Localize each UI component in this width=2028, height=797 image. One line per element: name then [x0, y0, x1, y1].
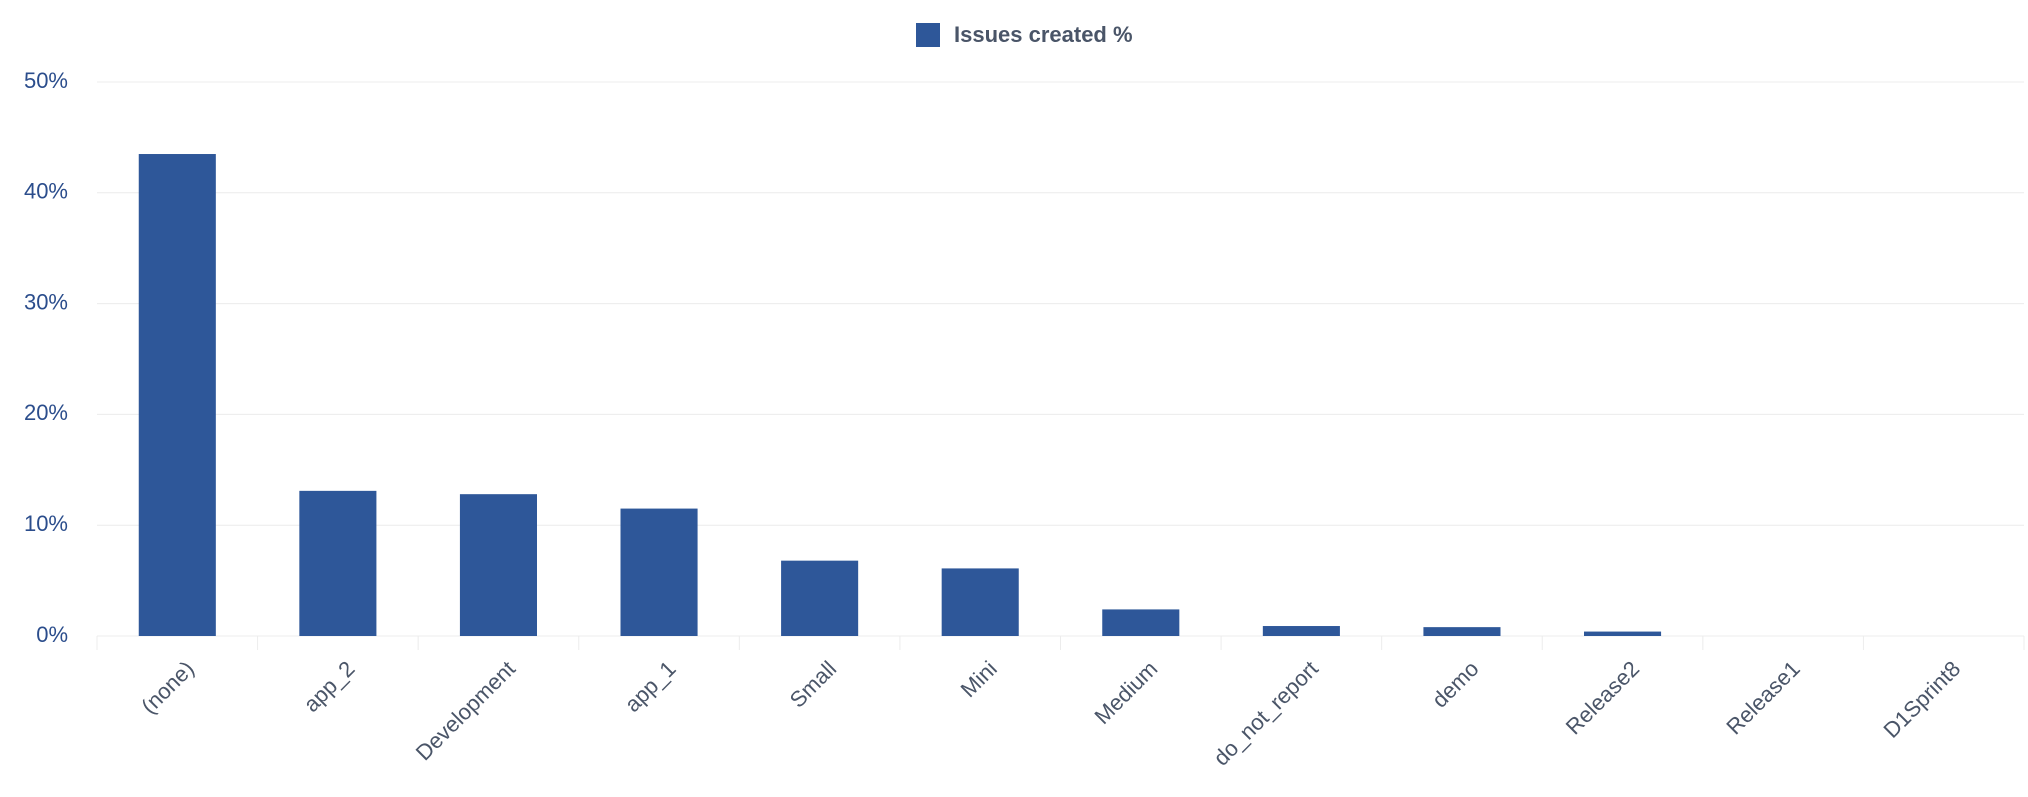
- y-tick-label: 10%: [24, 511, 68, 536]
- x-tick-label: Medium: [1089, 656, 1162, 729]
- y-tick-label: 40%: [24, 179, 68, 204]
- x-tick-label: Development: [411, 656, 520, 765]
- y-tick-label: 30%: [24, 289, 68, 314]
- x-tick-label: Mini: [956, 656, 1002, 702]
- x-tick-label: (none): [136, 656, 199, 719]
- bar: [459, 494, 537, 636]
- legend-label: Issues created %: [954, 22, 1133, 47]
- legend-swatch: [916, 23, 940, 47]
- x-tick-label: app_1: [620, 656, 681, 717]
- bar: [138, 154, 216, 636]
- x-tick-label: Small: [785, 656, 842, 713]
- bar: [620, 508, 698, 636]
- x-tick-label: demo: [1427, 656, 1484, 713]
- x-tick-label: Release1: [1721, 656, 1804, 739]
- bar: [941, 568, 1019, 636]
- bar: [1423, 627, 1501, 636]
- bar: [299, 490, 377, 636]
- x-tick-label: Release2: [1561, 656, 1644, 739]
- y-tick-label: 20%: [24, 400, 68, 425]
- bar: [1584, 631, 1662, 636]
- bar: [1262, 626, 1340, 636]
- bar: [781, 560, 859, 636]
- y-tick-label: 50%: [24, 68, 68, 93]
- x-tick-label: D1Sprint8: [1878, 656, 1965, 743]
- bar: [1102, 609, 1180, 636]
- x-tick-label: do_not_report: [1208, 656, 1323, 771]
- y-tick-label: 0%: [36, 622, 68, 647]
- x-tick-label: app_2: [299, 656, 360, 717]
